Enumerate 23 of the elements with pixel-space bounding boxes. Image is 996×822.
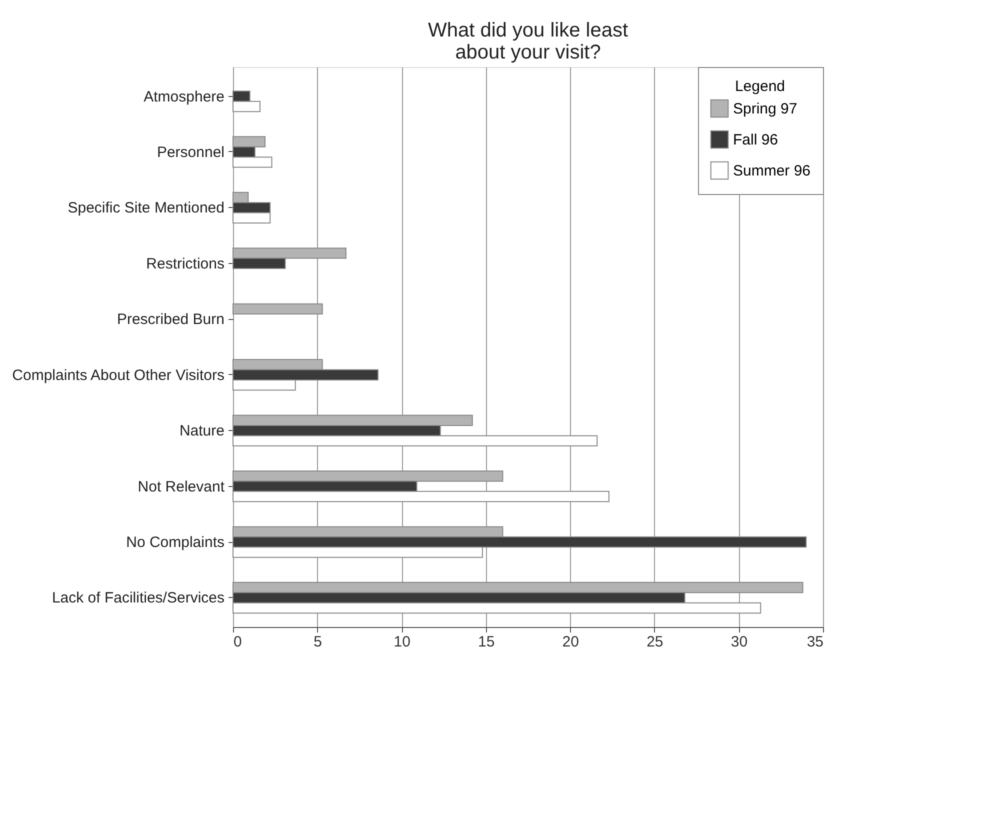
x-tick-label: 10 bbox=[394, 634, 410, 650]
y-tick-label: Personnel bbox=[156, 144, 224, 161]
legend-label: Spring 97 bbox=[733, 100, 798, 118]
x-tick-label: 35 bbox=[806, 634, 824, 650]
y-tick-label: No Complaints bbox=[126, 534, 224, 552]
y-tick-label: Restrictions bbox=[146, 255, 224, 272]
y-tick-label: Prescribed Burn bbox=[116, 311, 224, 328]
y-tick-label: Nature bbox=[179, 422, 224, 440]
x-tick-label: 20 bbox=[562, 634, 579, 650]
x-tick-label: 0 bbox=[234, 634, 242, 650]
x-tick-label: 25 bbox=[646, 634, 664, 650]
legend-title: Legend bbox=[734, 78, 786, 95]
y-tick-label: Lack of Facilities/Services bbox=[52, 590, 224, 607]
x-tick-label: 15 bbox=[478, 634, 495, 650]
legend-label: Fall 96 bbox=[733, 132, 778, 148]
x-tick-label: 30 bbox=[730, 634, 748, 650]
y-tick-label: Atmosphere bbox=[144, 88, 224, 106]
chart-title: What did you like least about your visit? bbox=[428, 20, 628, 64]
y-tick-label: Complaints About Other Visitors bbox=[12, 366, 224, 384]
y-tick-label: Specific Site Mentioned bbox=[68, 200, 224, 217]
legend-label: Summer 96 bbox=[733, 162, 811, 180]
x-tick-label: 5 bbox=[314, 634, 322, 650]
y-tick-label: Not Relevant bbox=[138, 478, 226, 496]
